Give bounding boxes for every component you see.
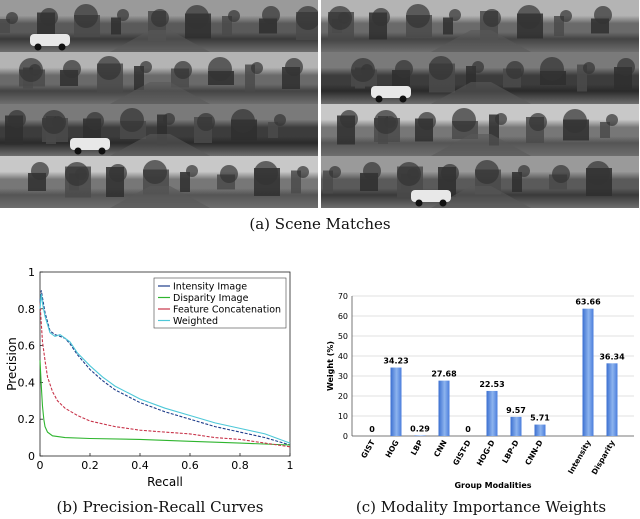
y-tick-label: 0 [28,450,35,463]
bar [390,367,402,436]
y-tick-label: 0.4 [18,376,36,389]
x-tick-label: 0.8 [231,459,249,472]
x-tick-label: 0 [37,459,44,472]
bar-value-label: 0.29 [410,424,430,433]
scene-matches-panel [0,0,640,210]
x-axis-label: Group Modalities [454,481,531,490]
x-tick-label: 0.6 [181,459,199,472]
x-tick-label: 0.2 [81,459,99,472]
modality-weights-chart: 0 10 20 30 40 50 60 70 0 GIST 34.23 HOG 0.29 LBP 27.68… [326,292,634,490]
y-tick-label: 30 [338,372,348,381]
category-label: Intensity [566,438,593,475]
bar [486,390,498,436]
y-tick-label: 70 [338,292,348,301]
y-tick-label: 10 [338,412,348,421]
caption-a: (a) Scene Matches [249,215,391,233]
caption-c: (c) Modality Importance Weights [355,498,607,516]
scene-photo [0,104,318,156]
category-label: Disparity [590,438,617,476]
scene-photo [0,0,318,52]
bar [606,363,618,436]
scene-photo [321,156,639,208]
legend-label: Feature Concatenation [173,305,281,316]
bar-value-label: 63.66 [575,298,601,307]
legend-box [153,277,287,329]
category-label: GIST-D [451,439,473,467]
bar-value-label: 0 [465,425,471,434]
series-line [39,303,291,448]
scene-photo [0,156,318,208]
bar [582,308,594,436]
precision-recall-chart: 0 0.2 0.4 0.6 0.8 1 0 0.2 0.4 0.6 0.8 1 Recall Precis… [5,266,294,489]
x-axis-label: Recall [147,475,183,489]
category-label: CNN-D [523,439,544,467]
bar [534,424,546,436]
y-tick-label: 40 [338,352,348,361]
category-label: GIST [359,438,377,460]
category-label: LBP [409,438,425,457]
bar-value-label: 5.71 [530,414,550,423]
series-line [39,290,291,446]
y-tick-label: 50 [338,332,348,341]
y-axis-label: Precision [5,337,19,391]
scene-photo [321,52,639,104]
y-tick-label: 0.2 [18,413,36,426]
bar [510,416,522,436]
legend-label: Disparity Image [173,293,249,304]
x-tick-label: 0.4 [131,459,149,472]
y-axis-label: Weight (%) [326,341,335,391]
legend-label: Weighted [173,316,218,327]
bar-value-label: 27.68 [431,370,457,379]
scene-photo [321,104,639,156]
x-tick-label: 1 [287,459,294,472]
y-tick-label: 60 [338,312,348,321]
bar [414,435,426,436]
y-tick-label: 1 [28,266,35,279]
scene-photo [321,0,639,52]
category-label: HOG [384,439,401,460]
bar-value-label: 36.34 [599,352,625,361]
caption-b: (b) Precision-Recall Curves [56,498,264,516]
y-tick-label: 20 [338,392,348,401]
bar-value-label: 22.53 [479,380,504,389]
y-tick-label: 0 [343,432,348,441]
category-label: CNN [432,439,449,459]
series-line [39,294,291,444]
bar-value-label: 0 [369,425,375,434]
bar-value-label: 9.57 [506,406,526,415]
scene-photo [0,52,318,104]
y-tick-label: 0.8 [18,303,36,316]
series-line [39,360,291,446]
legend-label: Intensity Image [173,282,247,293]
category-label: HOG-D [475,439,497,468]
category-label: LBP-D [500,439,520,465]
bar [438,380,450,436]
y-tick-label: 0.6 [18,340,36,353]
bar-value-label: 34.23 [383,357,408,366]
